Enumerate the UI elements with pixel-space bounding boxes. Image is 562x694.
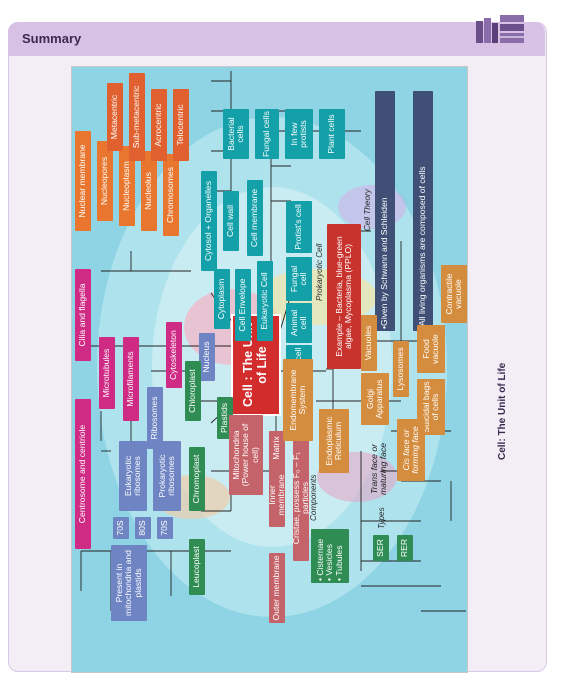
node-nucleolus[interactable]: Nucleolus — [141, 151, 157, 231]
summary-title: Summary — [22, 31, 82, 46]
node-chromoplast[interactable]: Chromoplast — [189, 447, 205, 511]
node-80s[interactable]: 80S — [135, 517, 151, 539]
node-schwann-schleiden[interactable]: •Given by Schwann and Schleiden — [375, 91, 395, 331]
node-er[interactable]: Endoplasmic Reticulum — [319, 409, 349, 473]
node-70s-b[interactable]: 70S — [157, 517, 173, 539]
node-metacentric[interactable]: Metacentric — [107, 83, 123, 151]
side-caption: Cell: The Unit of Life — [497, 310, 517, 460]
node-vacuoles[interactable]: Vacuoles — [361, 315, 377, 371]
node-fungal-cells[interactable]: Fungal cells — [255, 109, 279, 159]
node-food-vacuole[interactable]: Food vacuole — [417, 325, 445, 373]
mindmap: Cell : The Unit of Life Cytoplasm Cell E… — [71, 66, 467, 671]
node-trans-face[interactable]: Trans face or maturing face — [368, 442, 388, 496]
node-bacterial-cells[interactable]: Bacterial cells — [223, 109, 249, 159]
node-microtubules[interactable]: Microtubules — [99, 337, 115, 409]
node-all-living[interactable]: •All living organisms are composed of ce… — [413, 91, 433, 331]
node-present-in[interactable]: Present in mitochondria and plastids — [111, 545, 147, 621]
node-ribosomes[interactable]: Ribosomes — [147, 387, 163, 449]
node-mitochondria[interactable]: Mitochondria (Power house of cell) — [229, 415, 263, 495]
node-nucleopores[interactable]: Nucleopores — [97, 141, 113, 221]
node-sub-metacentric[interactable]: Sub-metacentric — [129, 73, 145, 161]
node-nucleus[interactable]: Nucleus — [199, 333, 215, 381]
node-protists-cell[interactable]: Protist's cell — [286, 201, 312, 253]
summary-header — [8, 22, 545, 56]
node-outer-membrane[interactable]: Outer membrane — [269, 553, 285, 623]
label-types: Types — [377, 507, 386, 529]
node-prokaryotic-ribosomes[interactable]: Prokaryotic ribosomes — [153, 441, 181, 511]
node-leucoplast[interactable]: Leucoplast — [189, 539, 205, 595]
node-contractile-vacuole[interactable]: Contractile vacuole — [441, 265, 467, 323]
node-telocentric[interactable]: Telocentric — [173, 89, 189, 161]
node-cisternae[interactable]: • Cisternae • Vesicles • Tubules — [311, 529, 349, 583]
node-inner-membrane[interactable]: Inner membrane — [267, 463, 286, 527]
node-eukaryotic-cell[interactable]: Eukaryotic Cell — [257, 261, 273, 341]
node-prokaryotic-example[interactable]: Example – Bacteria, blue-green algae, My… — [327, 224, 361, 369]
label-cell-theory: Cell Theory — [363, 189, 372, 231]
node-microfilaments[interactable]: Microfilaments — [123, 337, 139, 421]
node-ser[interactable]: SER — [373, 535, 389, 561]
books-icon — [476, 15, 524, 43]
node-few-protists[interactable]: In few protists — [285, 109, 313, 159]
node-eukaryotic-ribosomes[interactable]: Eukaryotic ribosomes — [119, 441, 147, 511]
node-acrocentric[interactable]: Acrocentric — [151, 89, 167, 161]
node-centrosome[interactable]: Centrosome and centriole — [75, 399, 91, 549]
node-cell-wall[interactable]: Cell wall — [223, 191, 239, 251]
node-fungal-cell[interactable]: Fungal cell — [286, 257, 312, 301]
label-components: Components — [309, 474, 318, 521]
node-endomembrane[interactable]: Endomembrane System — [283, 359, 313, 441]
node-cilia-flagella[interactable]: Cilia and flagella — [75, 269, 91, 361]
node-cis-face[interactable]: Cis face or forming face — [397, 419, 425, 481]
node-cell-envelope[interactable]: Cell Envelope — [235, 269, 251, 341]
node-plant-cells[interactable]: Plant cells — [319, 109, 345, 159]
node-chloroplast[interactable]: Chloroplast — [185, 361, 201, 421]
node-cytoplasm[interactable]: Cytoplasm — [214, 269, 230, 329]
node-lysosomes[interactable]: Lysosomes — [393, 341, 409, 397]
node-nuclear-membrane[interactable]: Nuclear membrane — [75, 131, 91, 231]
node-chromosomes[interactable]: Chromosomes — [163, 154, 179, 236]
node-animal-cell[interactable]: Animal cell — [286, 303, 312, 343]
node-cytosol-organelles[interactable]: Cytosol + Organelles — [201, 171, 217, 271]
node-golgi[interactable]: Golgi Apparatus — [361, 373, 389, 425]
node-rer[interactable]: RER — [397, 535, 413, 561]
node-cell-membrane[interactable]: Cell membrane — [247, 180, 263, 256]
caption-text: Cell: The Unit of Life — [497, 362, 508, 460]
node-70s-a[interactable]: 70S — [113, 517, 129, 539]
label-prokaryotic-cell: Prokaryotic Cell — [315, 243, 324, 301]
node-cytoskeleton[interactable]: Cytoskeleton — [166, 322, 182, 388]
node-cristae[interactable]: Cristae, possess F₀ – F₁ particles — [291, 435, 310, 561]
